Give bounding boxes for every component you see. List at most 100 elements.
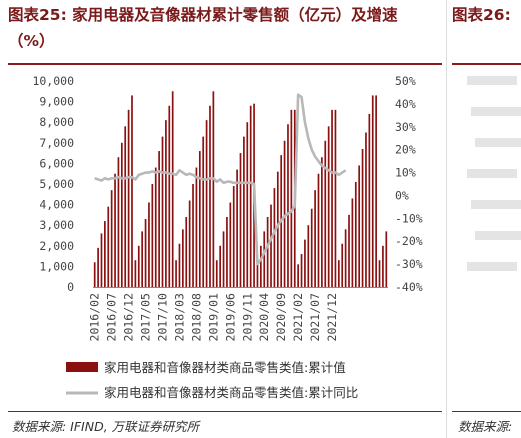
bar (124, 126, 127, 287)
bar (198, 151, 201, 287)
bar (361, 148, 364, 287)
left-axis-tick-label: 6,000 (39, 156, 74, 170)
right-axis-tick-label: -30% (395, 257, 423, 271)
bar (317, 173, 320, 287)
bar (368, 113, 371, 288)
bar (243, 136, 245, 287)
bar (182, 229, 184, 287)
bar (348, 214, 350, 287)
bar (239, 153, 242, 287)
next-chart-title: 图表26: (452, 6, 511, 24)
bar (110, 190, 113, 287)
right-axis-tick-label: 20% (395, 143, 416, 157)
right-axis-tick-label: 0% (395, 188, 409, 202)
right-axis-tick-label: 10% (395, 166, 416, 180)
bar (151, 184, 154, 287)
left-axis-tick-label: 7,000 (39, 136, 74, 150)
bar (273, 188, 276, 287)
bar (175, 260, 177, 287)
legend-bar-swatch (66, 362, 98, 372)
right-axis-tick-label: 40% (395, 97, 416, 111)
yoy-growth-line (94, 93, 347, 266)
bar (276, 171, 279, 287)
bar (148, 202, 150, 287)
bar (307, 225, 310, 287)
partial-tick-placeholder (467, 169, 517, 178)
bar (131, 95, 133, 287)
bar (226, 216, 228, 287)
bar (327, 126, 330, 287)
bar (158, 151, 160, 287)
bar (365, 132, 367, 287)
bar (341, 243, 344, 287)
partial-tick-placeholder (475, 138, 521, 147)
partial-tick-placeholder (471, 200, 521, 209)
legend-line-label: 家用电器和音像器材类商品零售类值:累计同比 (104, 385, 358, 400)
bar (249, 105, 252, 287)
bar (263, 231, 266, 287)
left-axis-tick-label: 10,000 (32, 74, 74, 88)
bar (270, 204, 272, 287)
x-axis-tick-label: 2018/03 (172, 293, 186, 342)
bar (205, 120, 208, 287)
bar (324, 140, 327, 287)
left-axis-tick-label: 8,000 (39, 115, 74, 129)
source-note: 数据来源: IFIND, 万联证券研究所 (12, 419, 200, 434)
bar (154, 167, 157, 287)
bar (259, 245, 262, 287)
left-axis-tick-label: 1,000 (39, 259, 74, 273)
bar (215, 260, 218, 287)
bar (378, 260, 381, 287)
bar (144, 219, 147, 287)
bar (382, 245, 384, 287)
bar (331, 109, 333, 287)
bar (351, 198, 354, 287)
bar (100, 233, 103, 287)
x-axis-tick-label: 2019/11 (240, 293, 254, 342)
bar (195, 167, 198, 287)
x-axis-tick-label: 2017/10 (156, 293, 170, 342)
partial-tick-placeholder (471, 107, 521, 116)
left-axis-tick-label: 4,000 (39, 198, 74, 212)
bar (232, 186, 235, 287)
bar (304, 239, 306, 287)
x-axis-tick-label: 2020/09 (274, 293, 288, 342)
bar (161, 136, 164, 287)
partial-tick-placeholder (475, 231, 521, 240)
bar (171, 91, 174, 287)
x-axis-tick-label: 2016/07 (105, 293, 119, 342)
bar (104, 221, 106, 287)
partial-tick-placeholder (467, 76, 517, 85)
left-axis-tick-label: 0 (67, 280, 74, 294)
bar (321, 157, 323, 287)
bar (371, 95, 374, 287)
bar (354, 181, 357, 287)
right-axis-tick-label: -10% (395, 211, 423, 225)
x-axis-tick-label: 2019/06 (223, 293, 237, 342)
bar (314, 190, 316, 287)
right-axis-tick-label: -20% (395, 234, 423, 248)
bar (141, 231, 144, 287)
bar (93, 262, 96, 287)
bar (188, 200, 191, 287)
partial-tick-placeholder (467, 262, 517, 271)
bar (178, 243, 181, 287)
bar (337, 260, 340, 287)
bar (107, 206, 110, 287)
x-axis-tick-label: 2016/12 (122, 293, 136, 341)
bar (168, 105, 171, 287)
next-chart-area (467, 76, 521, 271)
right-axis-tick-label: -40% (395, 280, 423, 294)
left-axis-tick-label: 9,000 (39, 95, 74, 109)
column-separator (446, 0, 447, 438)
x-axis-tick-label: 2021/02 (291, 293, 305, 341)
bar (297, 264, 299, 287)
bar (310, 208, 313, 287)
legend: 家用电器和音像器材类商品零售类值:累计值家用电器和音像器材类商品零售类值:累计同… (66, 360, 358, 400)
bar (117, 157, 120, 287)
source-rule (8, 411, 442, 412)
bar (114, 173, 116, 287)
bar (185, 216, 188, 287)
bar (256, 260, 259, 287)
bar (192, 184, 194, 287)
